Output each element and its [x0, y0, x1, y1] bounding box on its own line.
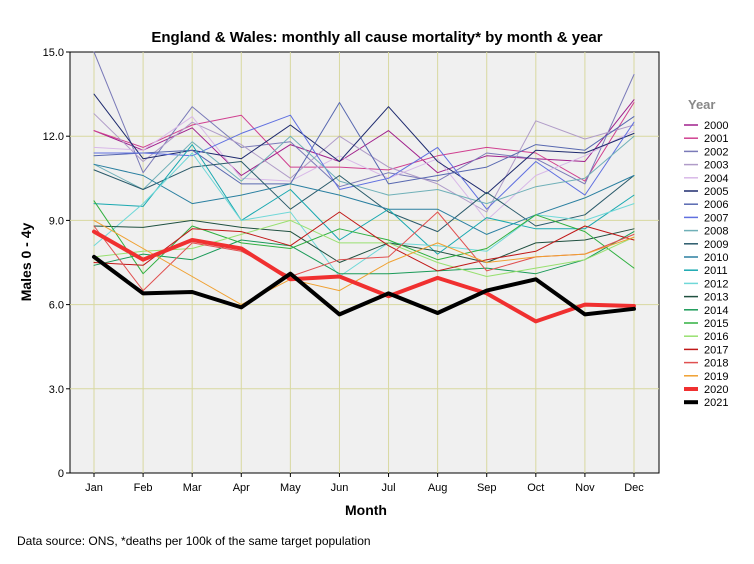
legend-label-2013: 2013: [704, 292, 728, 304]
chart-title: England & Wales: monthly all cause morta…: [151, 29, 602, 46]
legend-label-2012: 2012: [704, 278, 728, 290]
series-line-2004: [93, 116, 635, 221]
series-line-2005: [93, 93, 635, 195]
x-tick-label: Oct: [527, 482, 544, 494]
x-tick-label: Feb: [134, 482, 153, 494]
series-line-2009: [93, 161, 635, 233]
y-axis-title: Males 0 - 4y: [18, 222, 34, 301]
legend-label-2010: 2010: [704, 252, 728, 264]
series-line-2006: [93, 102, 635, 185]
legend-label-2014: 2014: [704, 305, 728, 317]
legend-label-2009: 2009: [704, 239, 728, 251]
series-line-2000: [93, 99, 635, 176]
series-line-2019: [93, 219, 635, 306]
y-tick-label: 3.0: [49, 384, 64, 396]
series-line-2003: [93, 113, 635, 213]
legend-label-2001: 2001: [704, 133, 728, 145]
series-line-2013: [93, 219, 635, 263]
x-axis-title: Month: [345, 502, 387, 518]
y-tick-label: 15.0: [43, 47, 64, 59]
legend-label-2004: 2004: [704, 173, 728, 185]
series-line-2017: [93, 211, 635, 272]
series-line-2015: [93, 200, 635, 275]
x-tick-label: Jul: [382, 482, 396, 494]
series-line-2016: [93, 219, 635, 277]
legend-label-2000: 2000: [704, 120, 728, 132]
legend-label-2002: 2002: [704, 146, 728, 158]
x-tick-label: May: [280, 482, 301, 494]
series-line-2008: [93, 135, 635, 205]
x-tick-label: Apr: [233, 482, 250, 494]
series-line-2002: [93, 51, 635, 188]
x-tick-label: Sep: [477, 482, 497, 494]
y-tick-label: 0: [58, 468, 64, 480]
x-tick-label: Dec: [624, 482, 644, 494]
axes: Jan Feb Mar Apr May Jun Jul Aug Sep Oct Nov Dec 0 3.0…: [43, 47, 645, 494]
x-tick-label: Jun: [331, 482, 349, 494]
legend-label-2021: 2021: [704, 397, 728, 409]
series-line-2021: [92, 254, 636, 317]
legend-title: Year: [688, 97, 715, 112]
series-lines: [92, 51, 636, 324]
legend-label-2015: 2015: [704, 318, 728, 330]
legend-label-2008: 2008: [704, 226, 728, 238]
legend-label-2011: 2011: [704, 265, 728, 277]
legend-label-2006: 2006: [704, 199, 728, 211]
series-line-2011: [93, 144, 635, 255]
legend-label-2007: 2007: [704, 212, 728, 224]
legend-label-2019: 2019: [704, 371, 728, 383]
series-line-2020: [92, 229, 636, 324]
series-line-2010: [93, 163, 635, 235]
legend-label-2003: 2003: [704, 160, 728, 172]
gridlines: [70, 52, 659, 473]
x-tick-label: Aug: [428, 482, 448, 494]
y-tick-label: 12.0: [43, 131, 64, 143]
legend-label-2018: 2018: [704, 358, 728, 370]
legend-label-2020: 2020: [704, 384, 728, 396]
x-tick-label: Nov: [575, 482, 595, 494]
y-tick-label: 6.0: [49, 300, 64, 312]
series-line-2012: [93, 152, 635, 277]
x-tick-label: Mar: [183, 482, 202, 494]
x-tick-label: Jan: [85, 482, 103, 494]
y-tick-label: 9.0: [49, 215, 64, 227]
footnote: Data source: ONS, *deaths per 100k of th…: [17, 534, 371, 548]
legend-label-2005: 2005: [704, 186, 728, 198]
legend-label-2016: 2016: [704, 331, 728, 343]
series-line-2014: [93, 231, 635, 275]
legend-label-2017: 2017: [704, 344, 728, 356]
